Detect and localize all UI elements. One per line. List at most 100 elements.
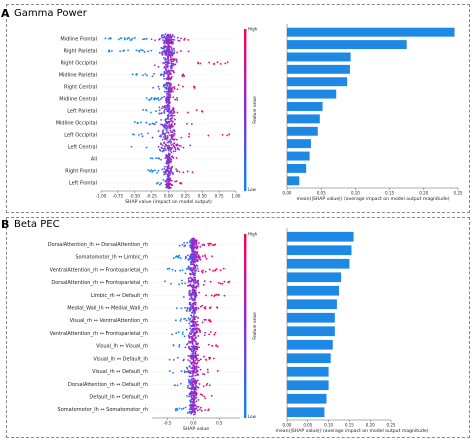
beta-summary-shap-point [199, 368, 202, 371]
gamma-summary-shap-point [169, 139, 171, 142]
gamma-importance-bar [287, 27, 455, 37]
gamma-summary-shap-point [150, 169, 153, 171]
beta-summary-shap-point [189, 276, 192, 279]
beta-summary-shap-point [195, 242, 198, 245]
beta-summary-shap-point [197, 241, 200, 244]
beta-summary-shap-point [193, 355, 195, 358]
gamma-summary-shap-point [162, 142, 165, 145]
gamma-summary-shap-point [162, 61, 164, 64]
gamma-summary-shap-point [166, 116, 169, 119]
gamma-summary-shap-point [161, 144, 164, 147]
beta-summary-shap-point [192, 321, 195, 324]
beta-summary-shap-point [181, 269, 184, 272]
beta-summary-shap-point [190, 280, 192, 283]
gamma-summary-shap-point [171, 58, 174, 61]
gamma-summary-shap-point [123, 37, 126, 39]
gamma-summary-shap-point [176, 88, 179, 91]
gamma-summary-shap-point [149, 157, 152, 160]
beta-summary-shap-point [192, 299, 195, 301]
beta-summary-shap-point [189, 317, 192, 320]
beta-summary-shap-point [209, 243, 211, 245]
gamma-summary-shap-point [170, 36, 173, 38]
panel-a-frame [6, 4, 470, 213]
gamma-summary-feature-label: Midline Central [59, 97, 97, 103]
beta-summary-shap-point [171, 333, 173, 336]
beta-summary-shap-point [197, 359, 199, 362]
beta-summary-shap-point [184, 346, 187, 349]
beta-importance-bar [287, 326, 335, 337]
beta-summary-shap-point [191, 375, 194, 378]
beta-summary-shap-point [198, 291, 201, 294]
beta-summary-shap-point [188, 289, 191, 292]
beta-summary-shap-point [183, 241, 185, 244]
beta-summary-shap-point [209, 331, 212, 333]
gamma-summary-shap-point [166, 49, 169, 52]
gamma-summary-shap-point [173, 35, 176, 38]
gamma-summary-shap-point [147, 169, 150, 171]
gamma-summary-shap-point [165, 36, 168, 39]
gamma-summary-shap-point [162, 124, 164, 127]
gamma-summary-shap-point [170, 64, 173, 67]
gamma-importance-bar [287, 163, 307, 173]
beta-summary-shap-point [188, 404, 191, 407]
gamma-summary-shap-point [133, 121, 136, 123]
gamma-summary-shap-point [163, 77, 166, 80]
gamma-summary-shap-point [172, 62, 175, 65]
gamma-summary-shap-point [167, 125, 170, 128]
gamma-summary-shap-point [168, 123, 171, 126]
gamma-summary-shap-point [172, 42, 174, 45]
beta-summary-shap-point [189, 273, 192, 276]
gamma-summary-shap-point [151, 122, 154, 125]
gamma-importance-bar [287, 89, 337, 99]
beta-summary-shap-point [210, 294, 213, 297]
gamma-summary-shap-point [199, 62, 202, 65]
beta-summary-shap-point [190, 285, 193, 288]
gamma-summary-shap-point [166, 136, 169, 139]
gamma-summary-shap-point [171, 146, 174, 149]
gamma-summary-shap-point [163, 110, 166, 113]
gamma-summary-shap-point [126, 37, 129, 40]
gamma-summary-feature-label: Midline Frontal [60, 37, 97, 43]
gamma-summary-shap-point [173, 114, 176, 117]
beta-summary-shap-point [197, 282, 200, 285]
beta-summary-feature-label: Visual_lh ↔ Visual_rh [96, 344, 148, 350]
beta-summary-shap-point [191, 257, 194, 259]
gamma-summary-shap-point [145, 146, 148, 149]
gamma-summary-shap-point [181, 85, 184, 88]
beta-summary-shap-point [186, 284, 189, 287]
beta-summary-shap-point [193, 303, 195, 306]
beta-summary-shap-point [184, 306, 186, 309]
beta-summary-shap-point [186, 241, 189, 244]
gamma-summary-shap-point [161, 96, 164, 99]
gamma-summary-shap-point [164, 106, 167, 109]
beta-summary-shap-point [191, 408, 194, 411]
gamma-summary-shap-point [173, 130, 176, 133]
beta-summary-feature-label: Limbic_rh ↔ Default_rh [91, 293, 148, 299]
gamma-summary-shap-point [146, 74, 148, 77]
gamma-summary-shap-point [168, 39, 171, 42]
beta-summary-shap-point [187, 384, 189, 387]
beta-importance-bar [287, 231, 354, 242]
gamma-importance-bar [287, 126, 318, 136]
gamma-summary-shap-point [154, 39, 156, 42]
beta-summary-shap-point [204, 270, 207, 273]
beta-summary-shap-point [194, 404, 197, 407]
gamma-summary-shap-point [142, 108, 145, 111]
gamma-summary-shap-point [167, 149, 170, 151]
gamma-summary-shap-point [163, 66, 166, 68]
beta-summary-shap-point [189, 258, 192, 261]
gamma-summary-shap-point [155, 121, 158, 124]
beta-summary-shap-point [209, 356, 212, 359]
gamma-summary-shap-point [167, 77, 170, 80]
gamma-summary-shap-point [164, 83, 167, 86]
gamma-summary-shap-point [170, 41, 173, 44]
gamma-summary-shap-point [175, 157, 178, 159]
gamma-summary-shap-point [157, 85, 160, 88]
beta-summary-shap-point [192, 308, 195, 310]
beta-summary-shap-point [189, 246, 192, 249]
gamma-summary-shap-point [165, 180, 168, 183]
beta-summary-shap-point [207, 409, 210, 412]
beta-summary-shap-point [190, 261, 193, 264]
gamma-summary-shap-point [169, 142, 172, 144]
